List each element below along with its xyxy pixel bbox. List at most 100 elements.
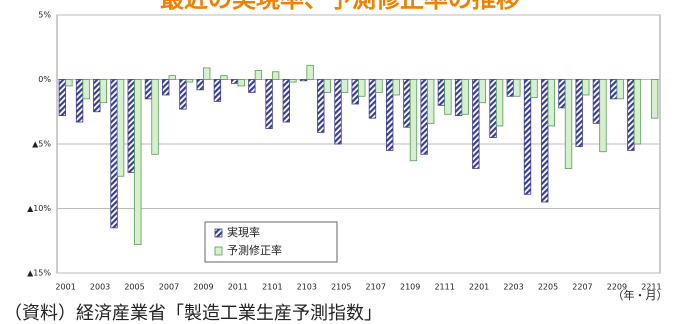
x-tick-label: 2007 [159,283,179,292]
bar [392,79,400,96]
legend-box [204,221,338,263]
bar [582,79,590,96]
bar [213,79,222,102]
bar [530,79,538,98]
bar [472,79,480,169]
bar [609,79,618,100]
bar [58,79,67,117]
bar [93,79,101,113]
y-tick-label: 5% [38,11,51,20]
bar [444,79,452,115]
bar [513,79,521,97]
bar [248,79,256,93]
bar [271,71,280,80]
bar [75,79,84,123]
bar [99,79,108,104]
bar [151,79,159,155]
bar [461,79,469,115]
bar [375,79,383,93]
bar [420,79,428,155]
bar [196,79,204,91]
bar [116,79,125,177]
bar [437,79,446,106]
bar [489,79,497,138]
x-tick-label: 2103 [297,283,317,292]
y-tick-label: ▲15% [27,269,51,278]
bar [409,79,418,162]
legend-swatch [214,246,223,256]
bar [265,79,273,129]
x-tick-label: 2005 [124,283,144,292]
bar [185,79,194,83]
bar [317,79,325,133]
bar [650,79,659,119]
bar [506,79,514,97]
bar [220,75,228,80]
x-tick-label: 2211 [641,283,661,292]
legend-swatch [214,228,223,238]
bar [495,79,504,127]
bar [592,79,601,124]
y-tick-label: ▲5% [32,140,51,149]
bar [254,70,263,80]
y-tick-label: 0% [38,75,51,84]
x-tick-label: 2207 [572,283,592,292]
bar [340,79,349,93]
x-tick-label: 2205 [538,283,558,292]
bar [403,79,411,128]
bar [358,79,366,97]
bar [282,79,290,123]
bar [237,79,245,87]
bar [633,79,642,145]
bar [179,79,187,110]
source: （資料）経済産業省「製造工業生産予測指数」 [4,303,382,324]
x-tick-label: 2009 [193,283,213,292]
bar [82,79,90,100]
bar [558,79,566,109]
x-axis-label: （年・月） [613,288,668,302]
x-tick-label: 2107 [366,283,386,292]
bar [541,79,549,203]
bar [564,79,573,169]
x-tick-label: 2105 [331,283,351,292]
bar [616,79,624,100]
chart-title: 最近の実現率、予測修正率の推移 [160,0,520,13]
x-tick-label: 2101 [262,283,282,292]
legend-label: 予測修正率 [227,243,282,257]
bar [386,79,394,151]
x-tick-label: 2201 [469,283,489,292]
x-tick-label: 2109 [400,283,420,292]
y-tick-label: ▲10% [27,204,51,213]
bar [599,79,607,153]
bar [454,79,463,117]
bar [627,79,635,151]
bar [427,79,435,124]
x-tick-label: 2111 [434,283,454,292]
bar [162,79,170,96]
x-tick-label: 2203 [503,283,523,292]
bar [65,79,73,87]
bar [134,79,142,246]
bar [203,67,211,80]
bar [547,79,555,127]
bar [351,79,359,105]
bar [110,79,118,229]
x-tick-label: 2001 [55,283,75,292]
bar [368,79,377,119]
bar [478,79,487,104]
bar [306,64,314,80]
bar [289,79,297,83]
bar [299,79,308,82]
bar [523,79,532,195]
bar [168,75,176,80]
legend-label: 実現率 [227,225,260,239]
bar [575,79,583,147]
bar [127,79,135,173]
bar [230,79,239,84]
x-tick-label: 2003 [90,283,110,292]
x-tick-label: 2011 [228,283,248,292]
bar [144,79,153,100]
bar [323,79,331,93]
bar [334,79,342,145]
